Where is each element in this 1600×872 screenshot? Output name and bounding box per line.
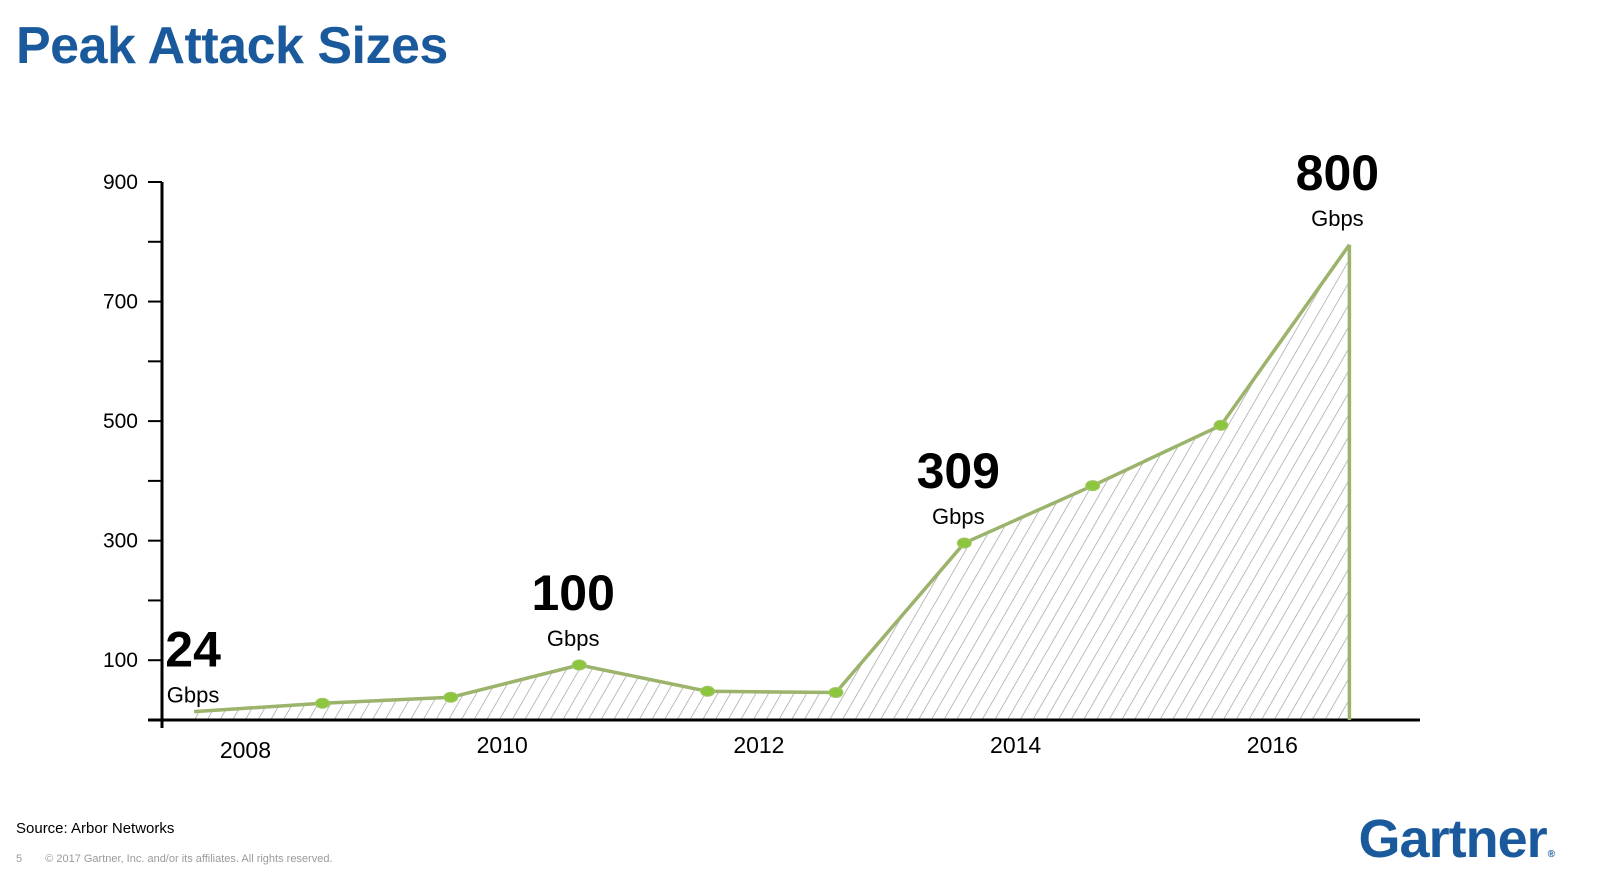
annotation-unit: Gbps	[1311, 206, 1364, 231]
page-number: 5	[16, 853, 23, 865]
annotation-unit: Gbps	[547, 626, 600, 651]
data-point	[956, 537, 972, 549]
data-point	[314, 697, 330, 709]
y-tick-label: 500	[103, 410, 138, 433]
y-tick-label: 900	[103, 171, 138, 194]
area-fill	[194, 244, 1350, 720]
y-tick-label: 100	[103, 649, 138, 672]
annotation-value: 800	[1296, 145, 1379, 201]
page-title: Peak Attack Sizes	[16, 17, 448, 75]
x-tick-label: 2016	[1247, 732, 1298, 758]
data-point	[571, 659, 587, 671]
source-note: Source: Arbor Networks	[16, 820, 175, 837]
annotation-value: 309	[917, 443, 1000, 499]
y-tick-label: 300	[103, 530, 138, 553]
gartner-logo: Gartner®	[1358, 808, 1556, 870]
series-line	[193, 243, 1351, 714]
logo-text: Gartner	[1358, 809, 1548, 869]
data-point	[443, 691, 459, 703]
x-tick-label: 2010	[477, 732, 528, 758]
y-tick-label: 700	[103, 291, 138, 314]
x-tick-label: 2008	[220, 737, 271, 763]
copyright-text: © 2017 Gartner, Inc. and/or its affiliat…	[45, 853, 333, 865]
x-tick-label: 2014	[990, 732, 1041, 758]
registered-mark: ®	[1547, 849, 1555, 860]
data-point	[828, 687, 844, 699]
footer: 5 © 2017 Gartner, Inc. and/or its affili…	[16, 853, 333, 865]
annotation-unit: Gbps	[932, 504, 985, 529]
annotation-unit: Gbps	[167, 683, 220, 708]
data-point	[1085, 480, 1101, 492]
annotation-value: 24	[165, 622, 221, 678]
x-tick-label: 2012	[733, 732, 784, 758]
data-point	[1213, 419, 1229, 431]
annotation-value: 100	[531, 565, 614, 621]
data-point	[700, 685, 716, 697]
